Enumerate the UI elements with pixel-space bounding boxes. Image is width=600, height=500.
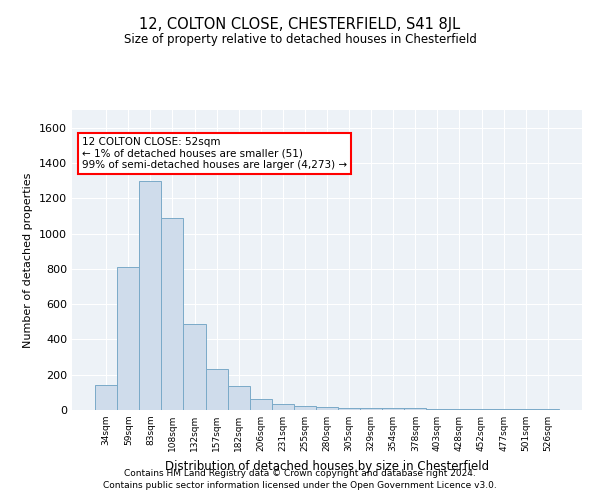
Text: 12 COLTON CLOSE: 52sqm
← 1% of detached houses are smaller (51)
99% of semi-deta: 12 COLTON CLOSE: 52sqm ← 1% of detached … [82, 137, 347, 170]
Bar [161, 218, 184, 410]
Text: Contains HM Land Registry data © Crown copyright and database right 2024.: Contains HM Land Registry data © Crown c… [124, 468, 476, 477]
Bar [515, 409, 537, 410]
Text: Contains public sector information licensed under the Open Government Licence v3: Contains public sector information licen… [103, 481, 497, 490]
Bar [139, 180, 161, 410]
Bar [382, 408, 404, 410]
Bar [227, 386, 250, 410]
Bar [448, 409, 470, 410]
Bar [404, 408, 427, 410]
Bar [184, 324, 206, 410]
Text: 12, COLTON CLOSE, CHESTERFIELD, S41 8JL: 12, COLTON CLOSE, CHESTERFIELD, S41 8JL [139, 18, 461, 32]
Bar [338, 408, 360, 410]
Bar [250, 398, 272, 410]
Y-axis label: Number of detached properties: Number of detached properties [23, 172, 34, 348]
Bar [493, 409, 515, 410]
Bar [427, 409, 448, 410]
Bar [360, 408, 382, 410]
Bar [537, 409, 559, 410]
Bar [316, 408, 338, 410]
X-axis label: Distribution of detached houses by size in Chesterfield: Distribution of detached houses by size … [165, 460, 489, 472]
Bar [95, 386, 117, 410]
Bar [294, 406, 316, 410]
Text: Size of property relative to detached houses in Chesterfield: Size of property relative to detached ho… [124, 32, 476, 46]
Bar [117, 267, 139, 410]
Bar [206, 370, 227, 410]
Bar [470, 409, 493, 410]
Bar [272, 404, 294, 410]
